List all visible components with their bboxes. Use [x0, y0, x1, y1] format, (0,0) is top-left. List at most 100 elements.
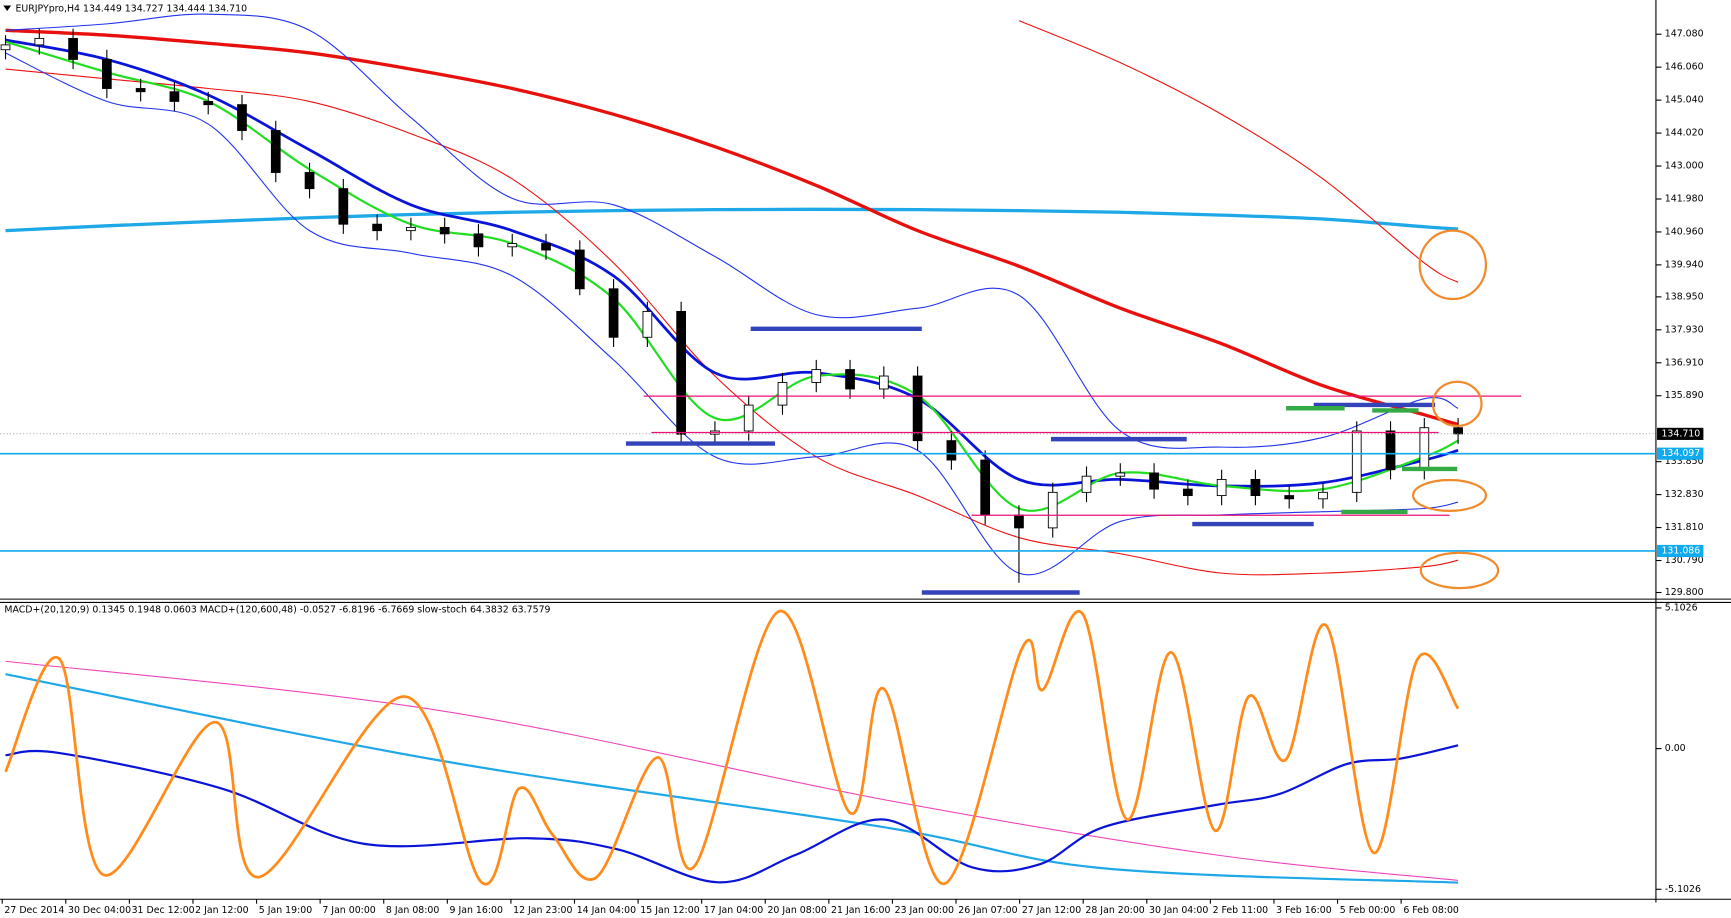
green-markers [1286, 406, 1458, 515]
level-label-box [1657, 447, 1704, 460]
y-tick-label: 139.940 [1665, 259, 1704, 270]
indicator-line [5, 207, 1459, 233]
candle-body [642, 310, 653, 338]
candle-body [743, 404, 754, 432]
y-tick-label: 147.080 [1665, 29, 1704, 40]
x-tick-label: 2 Jan 12:00 [195, 905, 248, 916]
candle-body [541, 243, 551, 251]
candle-body [406, 226, 416, 232]
level-label-box [1657, 544, 1704, 558]
indicator-line [5, 28, 1459, 427]
level-label: 134.710 [1661, 428, 1700, 439]
candle-body [845, 369, 855, 390]
candles [0, 28, 1463, 583]
y-tick-label: 137.930 [1665, 324, 1704, 335]
x-tick-label: 27 Jan 12:00 [1022, 905, 1081, 916]
candle-body [1149, 472, 1159, 490]
candle-body [676, 310, 686, 435]
candle-body [1115, 472, 1126, 477]
indicator-line [5, 68, 1459, 576]
menu-arrow[interactable] [3, 5, 12, 12]
level-label: 134.097 [1661, 448, 1700, 459]
y-tick-label: 129.800 [1665, 587, 1704, 598]
x-tick-label: 2 Feb 11:00 [1213, 905, 1269, 916]
x-tick-label: 7 Jan 00:00 [322, 905, 375, 916]
candle-body [338, 188, 349, 225]
indicator-line [5, 52, 1459, 576]
candle-body [811, 369, 822, 383]
y-tick-label: 144.020 [1665, 128, 1704, 139]
candle-body [912, 375, 923, 442]
x-tick-label: 26 Jan 07:00 [958, 905, 1017, 916]
x-tick-label: 14 Jan 04:00 [577, 905, 636, 916]
x-tick-label: 8 Jan 08:00 [386, 905, 439, 916]
indicator-line [5, 673, 1459, 884]
y-tick-label: 140.960 [1665, 226, 1704, 237]
indicator-line [5, 13, 1459, 449]
candle-body [878, 375, 889, 390]
y-tick-label: 132.830 [1665, 489, 1704, 500]
y-tick-label: 135.890 [1665, 390, 1704, 401]
candle-body [1351, 430, 1362, 493]
candle-body [1081, 475, 1092, 493]
y-tick-label: 5.1026 [1665, 602, 1698, 613]
candle-body [574, 249, 585, 290]
candle-body [270, 130, 281, 173]
candle-body [237, 104, 247, 131]
x-tick-label: 12 Jan 23:00 [513, 905, 572, 916]
candle-body [980, 459, 991, 516]
x-tick-label: 9 Jan 16:00 [450, 905, 503, 916]
x-tick-label: 5 Feb 00:00 [1340, 905, 1396, 916]
candle-body [507, 243, 518, 248]
y-tick-label: 130.790 [1665, 555, 1704, 566]
x-tick-label: 23 Jan 00:00 [895, 905, 954, 916]
y-tick-label: 146.060 [1665, 62, 1704, 73]
indicator-title: MACD+(20,120,9) 0.1345 0.1948 0.0603 MAC… [4, 605, 550, 616]
x-tick-label: 15 Jan 12:00 [640, 905, 699, 916]
candle-body [68, 37, 78, 60]
x-tick-label: 30 Jan 04:00 [1149, 905, 1208, 916]
x-tick-label: 20 Jan 08:00 [767, 905, 826, 916]
orange-circles [1411, 229, 1500, 590]
candle-body [135, 88, 146, 93]
candle-body [304, 172, 315, 190]
x-tick-label: 17 Jan 04:00 [704, 905, 763, 916]
y-tick-label: 133.850 [1665, 456, 1704, 467]
candle-body [372, 223, 382, 232]
candle-body [1318, 491, 1328, 500]
y-tick-label: 0.00 [1665, 743, 1686, 754]
candle-body [34, 37, 45, 46]
candle-body [473, 233, 484, 248]
blue-markers [625, 326, 1436, 595]
y-tick-label: -5.1026 [1665, 884, 1701, 895]
indicator-line [5, 744, 1459, 884]
y-tick-label: 143.000 [1665, 161, 1704, 172]
candle-body [1284, 495, 1295, 500]
indicator-line [1018, 20, 1459, 283]
candle-body [1047, 491, 1058, 529]
candle-body [1453, 427, 1463, 435]
annotations [625, 229, 1522, 595]
candle-body [439, 226, 450, 235]
y-tick-label: 141.980 [1665, 193, 1704, 204]
y-tick-label: 138.950 [1665, 291, 1704, 302]
candle-body [1216, 478, 1227, 497]
x-tick-label: 28 Jan 20:00 [1085, 905, 1144, 916]
candle-body [169, 91, 180, 102]
x-tick-label: 5 Jan 19:00 [259, 905, 312, 916]
candle-body [777, 382, 788, 406]
candle-body [608, 288, 619, 338]
x-tick-label: 6 Feb 08:00 [1403, 905, 1459, 916]
candle-body [946, 440, 957, 461]
candle-body [203, 100, 214, 106]
candle-body [0, 44, 11, 51]
candle-body [102, 58, 112, 89]
candle-body [1182, 488, 1193, 497]
candle-body [1385, 430, 1396, 471]
x-tick-label: 3 Feb 16:00 [1276, 905, 1332, 916]
main-title: EURJPYpro,H4 134.449 134.727 134.444 134… [15, 3, 247, 14]
indicator-line [5, 38, 1459, 488]
x-tick-label: 27 Dec 2014 [4, 905, 64, 916]
